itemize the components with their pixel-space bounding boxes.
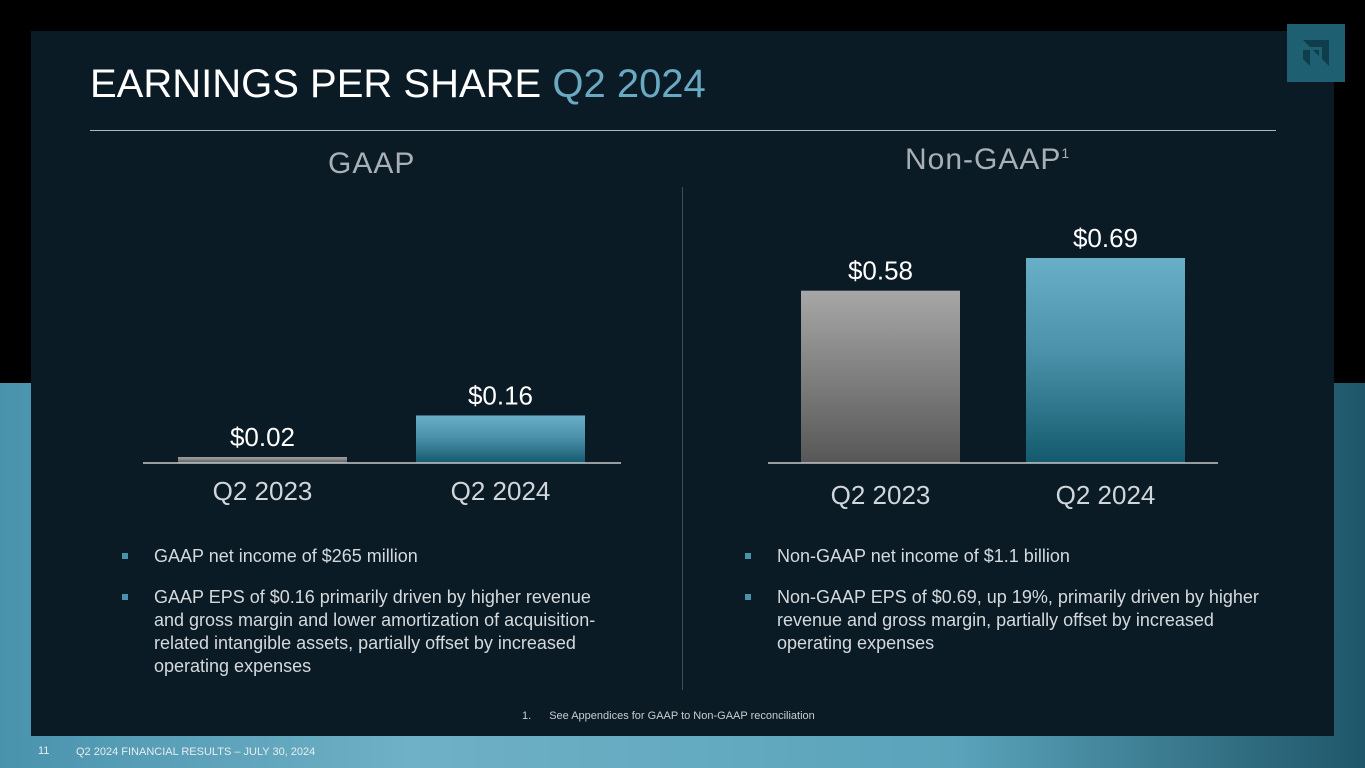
footer-text: Q2 2024 FINANCIAL RESULTS – JULY 30, 202… <box>76 746 316 758</box>
nongaap-bullet: Non-GAAP EPS of $0.69, up 19%, primarily… <box>745 586 1265 655</box>
gaap-chart: $0.02 Q2 2023 $0.16 Q2 2024 <box>143 380 621 506</box>
nongaap-title-text: Non-GAAP <box>905 143 1062 176</box>
gaap-title-text: GAAP <box>328 147 416 180</box>
gaap-data-label-0: $0.02 <box>230 422 295 452</box>
section-divider <box>682 187 683 690</box>
title-main: EARNINGS PER SHARE <box>90 62 542 106</box>
nongaap-title-sup: 1 <box>1061 145 1071 161</box>
gaap-bullet: GAAP net income of $265 million <box>122 545 622 568</box>
gaap-data-label-1: $0.16 <box>468 380 533 410</box>
nongaap-bullet-list: Non-GAAP net income of $1.1 billion Non-… <box>745 545 1265 673</box>
nongaap-bar-1 <box>1026 258 1185 463</box>
nongaap-data-label-0: $0.58 <box>848 256 913 286</box>
nongaap-tick-label-1: Q2 2024 <box>1056 480 1156 510</box>
gaap-bar-0 <box>178 457 347 463</box>
footnote-number: 1. <box>522 710 532 722</box>
nongaap-chart: $0.58 Q2 2023 $0.69 Q2 2024 <box>768 223 1218 510</box>
gaap-title: GAAP <box>328 147 415 181</box>
gaap-tick-label-1: Q2 2024 <box>451 476 551 506</box>
nongaap-bar-0 <box>801 290 960 463</box>
footnote: 1. See Appendices for GAAP to Non-GAAP re… <box>522 710 815 722</box>
page-number: 11 <box>38 745 50 757</box>
gaap-tick-label-0: Q2 2023 <box>213 476 313 506</box>
footnote-text: See Appendices for GAAP to Non-GAAP reco… <box>549 710 815 722</box>
amd-arrow-logo-icon <box>1303 40 1329 66</box>
page-title: EARNINGS PER SHARE Q2 2024 <box>90 62 706 107</box>
nongaap-tick-label-0: Q2 2023 <box>831 480 931 510</box>
nongaap-title: Non-GAAP1 <box>905 143 1070 177</box>
gaap-bullet: GAAP EPS of $0.16 primarily driven by hi… <box>122 586 622 678</box>
gaap-bar-1 <box>416 415 585 463</box>
nongaap-data-label-1: $0.69 <box>1073 223 1138 253</box>
gaap-bullet-list: GAAP net income of $265 million GAAP EPS… <box>122 545 622 696</box>
title-rule <box>90 130 1276 131</box>
amd-logo <box>1287 24 1345 82</box>
title-accent: Q2 2024 <box>552 62 706 106</box>
nongaap-bullet: Non-GAAP net income of $1.1 billion <box>745 545 1265 568</box>
